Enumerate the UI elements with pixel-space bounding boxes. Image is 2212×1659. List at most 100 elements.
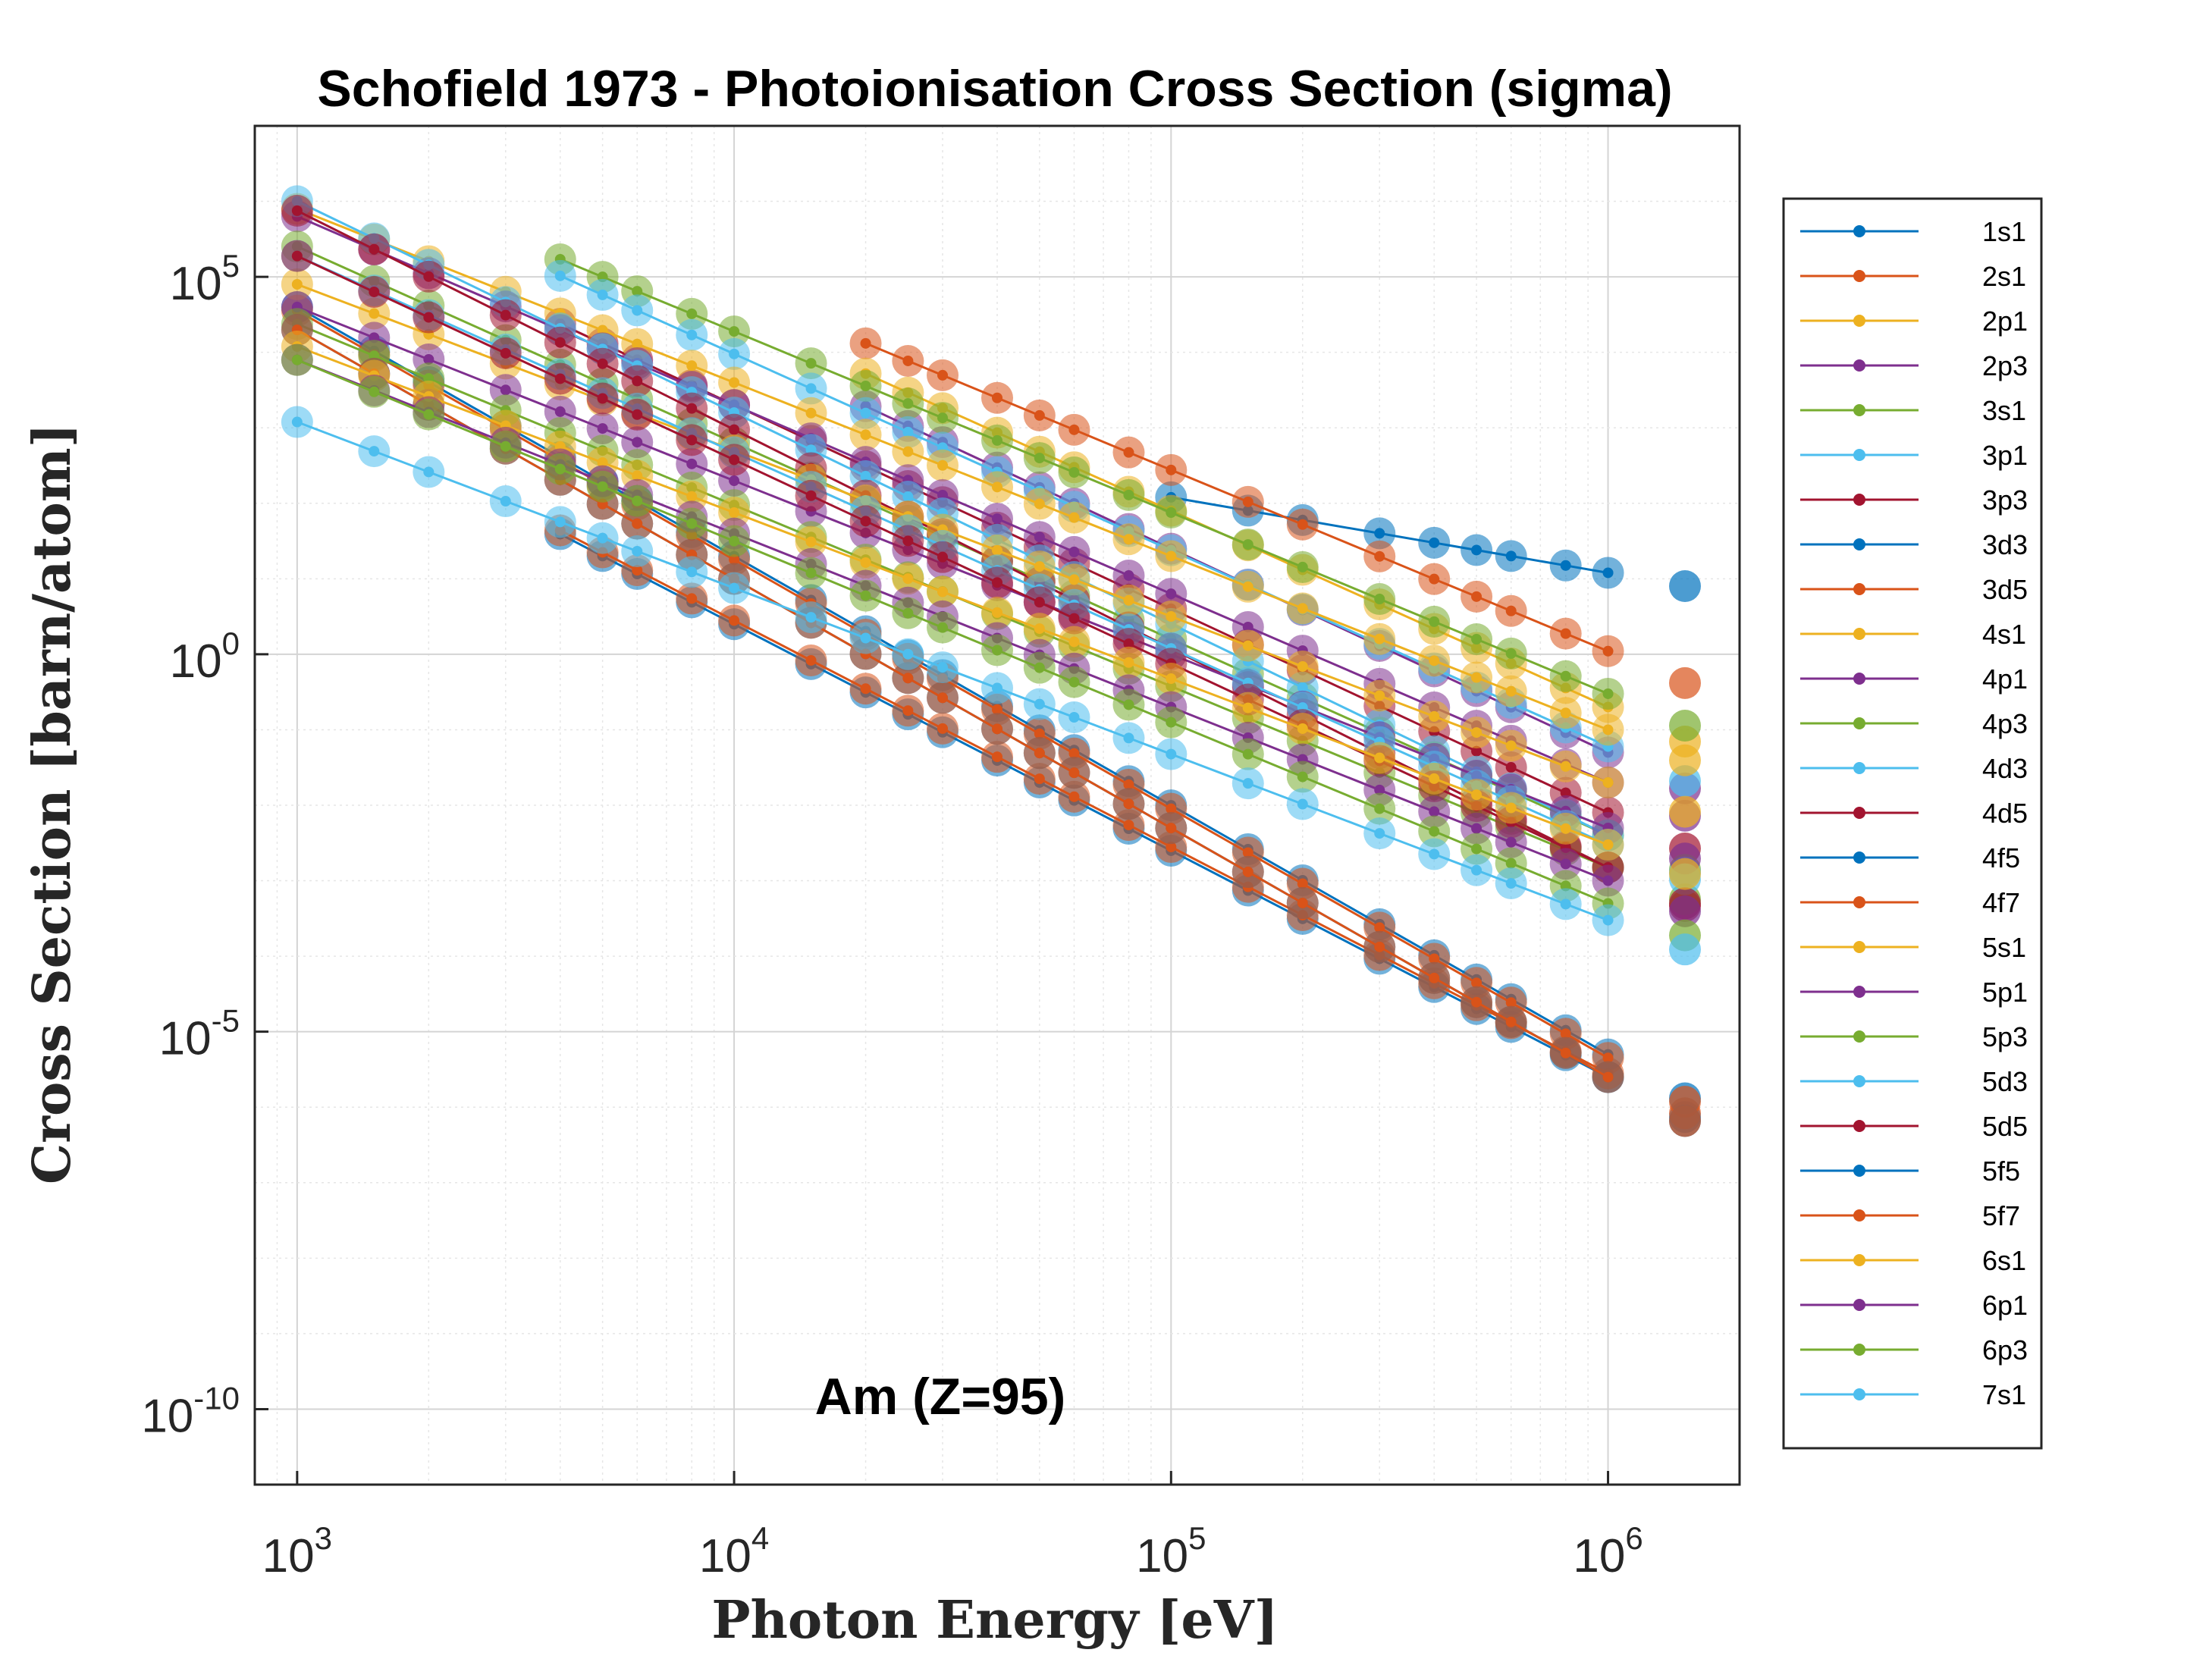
legend-marker <box>1853 941 1865 953</box>
data-point-center-4f7 <box>1034 728 1045 739</box>
data-point-center-2s1 <box>1242 496 1253 507</box>
legend-item-2p3: 2p3 <box>1800 350 2028 381</box>
data-point-center-5d5 <box>729 454 740 466</box>
data-point-center-4s1 <box>686 360 698 372</box>
data-point-center-5s1 <box>1242 640 1253 651</box>
data-point-center-7s1 <box>597 532 608 544</box>
data-point-center-7s1 <box>860 632 871 644</box>
legend-label: 2p3 <box>1982 350 2028 381</box>
data-point-center-6p1 <box>1374 784 1385 795</box>
data-point-center-7s1 <box>1123 732 1134 744</box>
data-point-center-3s1 <box>860 381 871 392</box>
data-point-center-5f7 <box>902 673 914 684</box>
data-point-center-4p1 <box>1123 570 1134 582</box>
data-point-center-5s1 <box>1034 561 1045 572</box>
data-point-center-2s1 <box>1505 605 1517 616</box>
data-point-center-6p3 <box>805 567 817 579</box>
legend-label: 6p1 <box>1982 1290 2028 1321</box>
series-line-2s1 <box>864 342 1609 653</box>
data-point-center-3p3 <box>1471 745 1483 757</box>
x-tick-label: 103 <box>262 1520 332 1582</box>
data-point-center-5p1 <box>423 353 435 365</box>
extra-point-1s1 <box>1669 569 1702 602</box>
data-point-center-6s1 <box>1374 752 1385 764</box>
extra-point-7s1 <box>1669 933 1702 966</box>
data-point-center-4s1 <box>937 459 949 471</box>
legend-marker <box>1853 359 1865 372</box>
series-2s1 <box>849 327 1702 699</box>
legend-marker <box>1853 1209 1865 1222</box>
data-point-center-6p3 <box>554 463 566 475</box>
data-point-center-5s1 <box>992 544 1002 556</box>
data-point-center-5d5 <box>902 535 914 547</box>
data-point-center-3s1 <box>937 412 949 424</box>
data-point-center-5p1 <box>500 384 511 396</box>
data-point-center-5d5 <box>937 551 949 563</box>
legend-marker <box>1853 1344 1865 1356</box>
series-line-3d5 <box>560 529 1609 1075</box>
legend-item-6s1: 6s1 <box>1800 1245 2026 1276</box>
data-point-center-3d5 <box>686 593 698 604</box>
data-point-center-3s1 <box>1068 467 1080 478</box>
data-point-center-2s1 <box>992 392 1002 403</box>
extra-point-4s1 <box>1669 744 1702 776</box>
legend-item-4p3: 4p3 <box>1800 708 2028 739</box>
data-point-center-6p3 <box>1505 858 1517 869</box>
legend-item-5p3: 5p3 <box>1800 1021 2028 1052</box>
data-point-center-4s1 <box>992 481 1002 493</box>
legend-label: 4d5 <box>1982 798 2028 829</box>
data-point-center-3s1 <box>1242 539 1253 550</box>
data-point-center-6s1 <box>1068 636 1080 648</box>
data-point-center-7s1 <box>1471 864 1483 876</box>
data-point-center-2s1 <box>902 355 914 366</box>
data-point-center-6s1 <box>1560 823 1571 834</box>
data-point-center-6s1 <box>1505 802 1517 814</box>
data-point-center-4s1 <box>1242 581 1253 592</box>
data-point-center-5d5 <box>423 312 435 323</box>
series-7s1 <box>281 406 1702 966</box>
data-point-center-3p1 <box>597 289 608 300</box>
data-point-center-3d5 <box>860 683 871 695</box>
data-point-center-4d3 <box>805 444 817 456</box>
data-point-center-6p1 <box>1505 836 1517 848</box>
data-point-center-6p3 <box>860 590 871 601</box>
data-point-center-5d5 <box>1034 597 1045 608</box>
series-layer <box>281 185 1702 1137</box>
legend-marker <box>1853 986 1865 998</box>
data-point-center-3s1 <box>1123 489 1134 500</box>
data-point-center-6p3 <box>937 622 949 633</box>
legend-item-2p1: 2p1 <box>1800 306 2028 337</box>
element-annotation: Am (Z=95) <box>815 1368 1066 1425</box>
data-point-center-5s1 <box>1297 660 1308 672</box>
data-point-center-4d3 <box>1297 682 1308 693</box>
legend-marker <box>1853 717 1865 729</box>
data-point-center-6p3 <box>1068 676 1080 688</box>
data-point-center-2s1 <box>1471 591 1483 602</box>
data-point-center-3s1 <box>729 326 740 337</box>
legend-label: 2s1 <box>1982 261 2026 292</box>
data-point-center-5f7 <box>1068 767 1080 779</box>
data-point-center-4p1 <box>992 513 1002 525</box>
plot-area: 103 104 105 106 105 100 10-5 10-10 <box>141 124 1741 1582</box>
data-point-center-2s1 <box>1374 550 1385 562</box>
data-point-center-3s1 <box>1560 670 1571 682</box>
data-point-center-3p3 <box>1505 762 1517 773</box>
data-point-center-3p1 <box>860 407 871 419</box>
data-point-center-4f7 <box>1602 1052 1614 1064</box>
legend-item-4s1: 4s1 <box>1800 619 2026 650</box>
data-point-center-4f7 <box>992 704 1002 715</box>
data-point-center-4d5 <box>423 271 435 282</box>
data-point-center-5p1 <box>597 423 608 434</box>
data-point-center-4d5 <box>369 243 380 255</box>
legend-item-2s1: 2s1 <box>1800 261 2026 292</box>
data-point-center-6p1 <box>1429 806 1440 817</box>
legend-item-1s1: 1s1 <box>1800 216 2026 247</box>
data-point-center-5s1 <box>1471 727 1483 739</box>
data-point-center-3p1 <box>632 305 643 316</box>
data-point-center-4s1 <box>1034 498 1045 510</box>
legend-marker <box>1853 583 1865 595</box>
legend-item-5f7: 5f7 <box>1800 1200 2020 1231</box>
data-point-center-1s1 <box>1374 528 1385 539</box>
data-point-center-3p1 <box>902 426 914 437</box>
data-point-center-4s1 <box>1068 512 1080 523</box>
